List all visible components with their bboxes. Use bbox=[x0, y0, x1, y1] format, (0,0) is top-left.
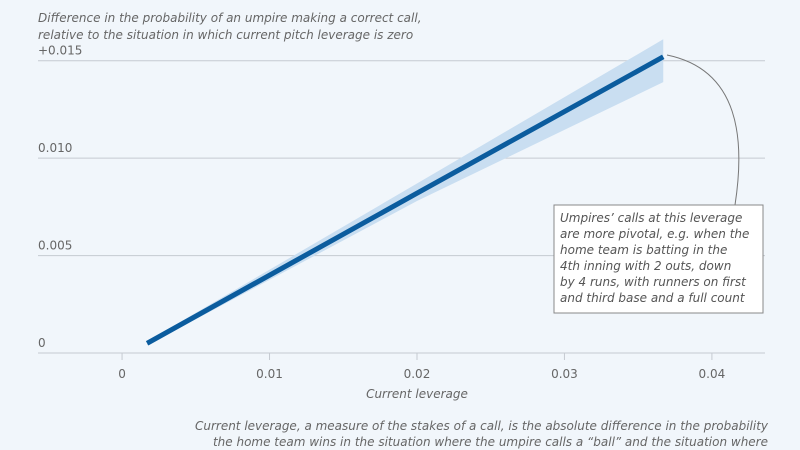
data-line bbox=[145, 54, 665, 346]
x-tick-label: 0 bbox=[118, 367, 126, 381]
annotation-text: home team is batting in the bbox=[560, 243, 727, 257]
annotation-text: Umpires’ calls at this leverage bbox=[560, 211, 742, 225]
annotation-text: 4th inning with 2 outs, down bbox=[560, 259, 731, 273]
annotation-box bbox=[553, 204, 764, 314]
annotation-text: by 4 runs, with runners on first bbox=[560, 275, 747, 289]
note-text: Current leverage, a measure of the stake… bbox=[195, 419, 769, 433]
y-tick-label: 0 bbox=[38, 336, 46, 350]
y-tick-label: +0.015 bbox=[38, 44, 82, 58]
x-tick-label: 0.04 bbox=[699, 367, 726, 381]
note-text: the home team wins in the situation wher… bbox=[213, 435, 768, 449]
y-tick-label: 0.005 bbox=[38, 239, 72, 253]
x-tick-label: 0.03 bbox=[551, 367, 578, 381]
connector bbox=[666, 54, 740, 206]
x-tick-label: 0.02 bbox=[404, 367, 431, 381]
annotation-text: are more pivotal, e.g. when the bbox=[560, 227, 749, 241]
y-tick-label: 0.010 bbox=[38, 141, 72, 155]
y-axis-label: relative to the situation in which curre… bbox=[38, 28, 413, 42]
x-tick-label: 0.01 bbox=[256, 367, 283, 381]
x-axis-label: Current leverage bbox=[366, 387, 468, 401]
y-axis-label: Difference in the probability of an umpi… bbox=[38, 11, 422, 25]
annotation-text: and third base and a full count bbox=[560, 291, 746, 305]
